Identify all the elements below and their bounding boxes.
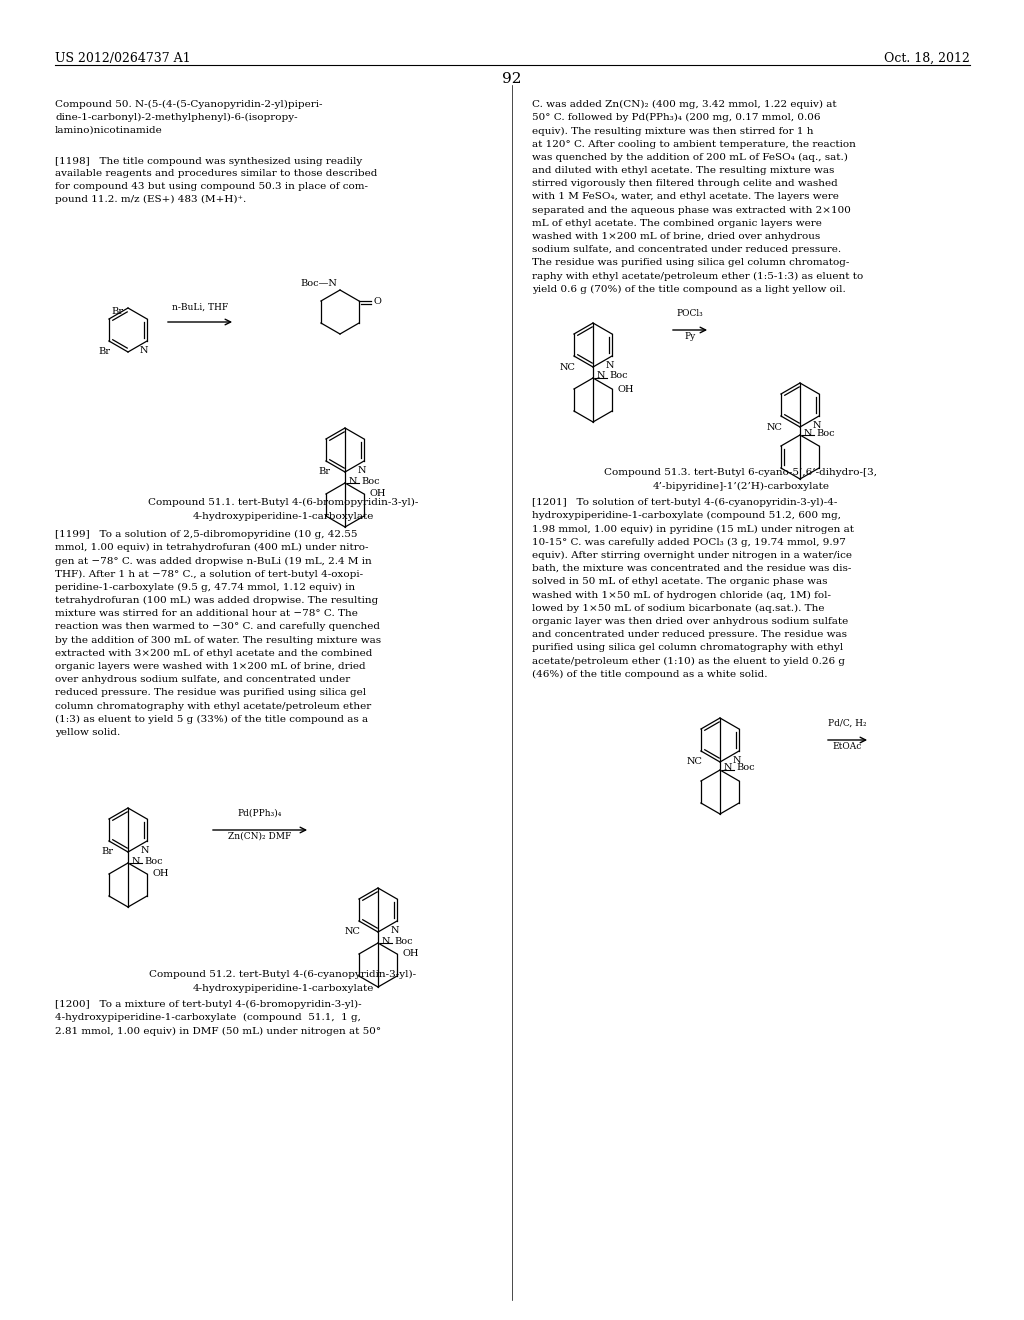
Text: mmol, 1.00 equiv) in tetrahydrofuran (400 mL) under nitro-: mmol, 1.00 equiv) in tetrahydrofuran (40… <box>55 544 369 552</box>
Text: [1199]   To a solution of 2,5-dibromopyridine (10 g, 42.55: [1199] To a solution of 2,5-dibromopyrid… <box>55 531 357 539</box>
Text: 4’-bipyridine]-1’(2’H)-carboxylate: 4’-bipyridine]-1’(2’H)-carboxylate <box>652 482 829 491</box>
Text: 4-hydroxypiperidine-1-carboxylate: 4-hydroxypiperidine-1-carboxylate <box>193 983 374 993</box>
Text: NC: NC <box>766 422 782 432</box>
Text: OH: OH <box>369 490 386 499</box>
Text: organic layers were washed with 1×200 mL of brine, dried: organic layers were washed with 1×200 mL… <box>55 663 366 671</box>
Text: mL of ethyl acetate. The combined organic layers were: mL of ethyl acetate. The combined organi… <box>532 219 822 228</box>
Text: organic layer was then dried over anhydrous sodium sulfate: organic layer was then dried over anhydr… <box>532 616 848 626</box>
Text: N: N <box>132 857 140 866</box>
Text: Br: Br <box>98 347 110 356</box>
Text: N: N <box>733 756 741 766</box>
Text: N: N <box>357 466 367 475</box>
Text: 2.81 mmol, 1.00 equiv) in DMF (50 mL) under nitrogen at 50°: 2.81 mmol, 1.00 equiv) in DMF (50 mL) un… <box>55 1027 381 1035</box>
Text: (1:3) as eluent to yield 5 g (33%) of the title compound as a: (1:3) as eluent to yield 5 g (33%) of th… <box>55 715 368 723</box>
Text: NC: NC <box>344 928 360 936</box>
Text: raphy with ethyl acetate/petroleum ether (1:5-1:3) as eluent to: raphy with ethyl acetate/petroleum ether… <box>532 272 863 281</box>
Text: The residue was purified using silica gel column chromatog-: The residue was purified using silica ge… <box>532 259 849 268</box>
Text: Boc: Boc <box>609 371 628 380</box>
Text: 1.98 mmol, 1.00 equiv) in pyridine (15 mL) under nitrogen at: 1.98 mmol, 1.00 equiv) in pyridine (15 m… <box>532 524 854 533</box>
Text: Boc: Boc <box>394 936 413 945</box>
Text: was quenched by the addition of 200 mL of FeSO₄ (aq., sat.): was quenched by the addition of 200 mL o… <box>532 153 848 162</box>
Text: N: N <box>813 421 821 430</box>
Text: N: N <box>724 763 732 772</box>
Text: at 120° C. After cooling to ambient temperature, the reaction: at 120° C. After cooling to ambient temp… <box>532 140 856 149</box>
Text: over anhydrous sodium sulfate, and concentrated under: over anhydrous sodium sulfate, and conce… <box>55 676 350 684</box>
Text: N: N <box>391 927 399 935</box>
Text: NC: NC <box>686 758 702 767</box>
Text: peridine-1-carboxylate (9.5 g, 47.74 mmol, 1.12 equiv) in: peridine-1-carboxylate (9.5 g, 47.74 mmo… <box>55 583 355 591</box>
Text: N: N <box>349 477 357 486</box>
Text: and diluted with ethyl acetate. The resulting mixture was: and diluted with ethyl acetate. The resu… <box>532 166 835 176</box>
Text: (46%) of the title compound as a white solid.: (46%) of the title compound as a white s… <box>532 669 768 678</box>
Text: POCl₃: POCl₃ <box>677 309 703 318</box>
Text: lowed by 1×50 mL of sodium bicarbonate (aq.sat.). The: lowed by 1×50 mL of sodium bicarbonate (… <box>532 603 824 612</box>
Text: N: N <box>140 346 148 355</box>
Text: Zn(CN)₂ DMF: Zn(CN)₂ DMF <box>228 832 292 841</box>
Text: gen at −78° C. was added dropwise n-BuLi (19 mL, 2.4 M in: gen at −78° C. was added dropwise n-BuLi… <box>55 557 372 565</box>
Text: [1198]   The title compound was synthesized using readily
available reagents and: [1198] The title compound was synthesize… <box>55 157 378 203</box>
Text: Boc: Boc <box>816 429 835 437</box>
Text: C. was added Zn(CN)₂ (400 mg, 3.42 mmol, 1.22 equiv) at: C. was added Zn(CN)₂ (400 mg, 3.42 mmol,… <box>532 100 837 110</box>
Text: Py: Py <box>684 333 695 341</box>
Text: N: N <box>606 360 614 370</box>
Text: [1201]   To solution of tert-butyl 4-(6-cyanopyridin-3-yl)-4-: [1201] To solution of tert-butyl 4-(6-cy… <box>532 498 838 507</box>
Text: separated and the aqueous phase was extracted with 2×100: separated and the aqueous phase was extr… <box>532 206 851 215</box>
Text: washed with 1×50 mL of hydrogen chloride (aq, 1M) fol-: washed with 1×50 mL of hydrogen chloride… <box>532 590 831 599</box>
Text: yield 0.6 g (70%) of the title compound as a light yellow oil.: yield 0.6 g (70%) of the title compound … <box>532 285 846 294</box>
Text: Boc: Boc <box>361 477 380 486</box>
Text: NC: NC <box>559 363 575 371</box>
Text: hydroxypiperidine-1-carboxylate (compound 51.2, 600 mg,: hydroxypiperidine-1-carboxylate (compoun… <box>532 511 841 520</box>
Text: Br: Br <box>101 847 113 857</box>
Text: Oct. 18, 2012: Oct. 18, 2012 <box>884 51 970 65</box>
Text: Boc: Boc <box>144 857 163 866</box>
Text: with 1 M FeSO₄, water, and ethyl acetate. The layers were: with 1 M FeSO₄, water, and ethyl acetate… <box>532 193 839 202</box>
Text: equiv). The resulting mixture was then stirred for 1 h: equiv). The resulting mixture was then s… <box>532 127 813 136</box>
Text: THF). After 1 h at −78° C., a solution of tert-butyl 4-oxopi-: THF). After 1 h at −78° C., a solution o… <box>55 570 364 578</box>
Text: stirred vigorously then filtered through celite and washed: stirred vigorously then filtered through… <box>532 180 838 189</box>
Text: reaction was then warmed to −30° C. and carefully quenched: reaction was then warmed to −30° C. and … <box>55 623 380 631</box>
Text: 4-hydroxypiperidine-1-carboxylate: 4-hydroxypiperidine-1-carboxylate <box>193 512 374 521</box>
Text: Boc—N: Boc—N <box>300 279 337 288</box>
Text: washed with 1×200 mL of brine, dried over anhydrous: washed with 1×200 mL of brine, dried ove… <box>532 232 820 242</box>
Text: equiv). After stirring overnight under nitrogen in a water/ice: equiv). After stirring overnight under n… <box>532 550 852 560</box>
Text: sodium sulfate, and concentrated under reduced pressure.: sodium sulfate, and concentrated under r… <box>532 246 841 255</box>
Text: bath, the mixture was concentrated and the residue was dis-: bath, the mixture was concentrated and t… <box>532 564 851 573</box>
Text: Compound 51.3. tert-Butyl 6-cyano-5’,6’-dihydro-[3,: Compound 51.3. tert-Butyl 6-cyano-5’,6’-… <box>604 469 878 477</box>
Text: Br: Br <box>318 467 330 477</box>
Text: N: N <box>141 846 150 855</box>
Text: 92: 92 <box>502 73 522 86</box>
Text: 4-hydroxypiperidine-1-carboxylate  (compound  51.1,  1 g,: 4-hydroxypiperidine-1-carboxylate (compo… <box>55 1014 360 1022</box>
Text: US 2012/0264737 A1: US 2012/0264737 A1 <box>55 51 190 65</box>
Text: and concentrated under reduced pressure. The residue was: and concentrated under reduced pressure.… <box>532 630 847 639</box>
Text: Pd(PPh₃)₄: Pd(PPh₃)₄ <box>238 809 283 818</box>
Text: extracted with 3×200 mL of ethyl acetate and the combined: extracted with 3×200 mL of ethyl acetate… <box>55 649 373 657</box>
Text: N: N <box>804 429 812 437</box>
Text: 10-15° C. was carefully added POCl₃ (3 g, 19.74 mmol, 9.97: 10-15° C. was carefully added POCl₃ (3 g… <box>532 537 846 546</box>
Text: reduced pressure. The residue was purified using silica gel: reduced pressure. The residue was purifi… <box>55 689 367 697</box>
Text: OH: OH <box>617 384 634 393</box>
Text: Compound 51.1. tert-Butyl 4-(6-bromopyridin-3-yl)-: Compound 51.1. tert-Butyl 4-(6-bromopyri… <box>147 498 418 507</box>
Text: Br: Br <box>111 308 123 315</box>
Text: Compound 50. N-(5-(4-(5-Cyanopyridin-2-yl)piperi-
dine-1-carbonyl)-2-methylpheny: Compound 50. N-(5-(4-(5-Cyanopyridin-2-y… <box>55 100 323 135</box>
Text: tetrahydrofuran (100 mL) was added dropwise. The resulting: tetrahydrofuran (100 mL) was added dropw… <box>55 597 378 605</box>
Text: solved in 50 mL of ethyl acetate. The organic phase was: solved in 50 mL of ethyl acetate. The or… <box>532 577 827 586</box>
Text: mixture was stirred for an additional hour at −78° C. The: mixture was stirred for an additional ho… <box>55 610 357 618</box>
Text: Boc: Boc <box>736 763 755 772</box>
Text: Compound 51.2. tert-Butyl 4-(6-cyanopyridin-3-yl)-: Compound 51.2. tert-Butyl 4-(6-cyanopyri… <box>150 970 417 979</box>
Text: acetate/petroleum ether (1:10) as the eluent to yield 0.26 g: acetate/petroleum ether (1:10) as the el… <box>532 656 845 665</box>
Text: N: N <box>382 936 390 945</box>
Text: 50° C. followed by Pd(PPh₃)₄ (200 mg, 0.17 mmol, 0.06: 50° C. followed by Pd(PPh₃)₄ (200 mg, 0.… <box>532 114 820 123</box>
Text: Pd/C, H₂: Pd/C, H₂ <box>827 719 866 729</box>
Text: purified using silica gel column chromatography with ethyl: purified using silica gel column chromat… <box>532 643 843 652</box>
Text: N: N <box>597 371 605 380</box>
Text: column chromatography with ethyl acetate/petroleum ether: column chromatography with ethyl acetate… <box>55 702 372 710</box>
Text: OH: OH <box>402 949 419 958</box>
Text: by the addition of 300 mL of water. The resulting mixture was: by the addition of 300 mL of water. The … <box>55 636 381 644</box>
Text: [1200]   To a mixture of tert-butyl 4-(6-bromopyridin-3-yl)-: [1200] To a mixture of tert-butyl 4-(6-b… <box>55 1001 361 1008</box>
Text: EtOAc: EtOAc <box>833 742 861 751</box>
Text: O: O <box>373 297 381 305</box>
Text: OH: OH <box>152 870 169 879</box>
Text: n-BuLi, THF: n-BuLi, THF <box>172 304 228 312</box>
Text: yellow solid.: yellow solid. <box>55 729 120 737</box>
